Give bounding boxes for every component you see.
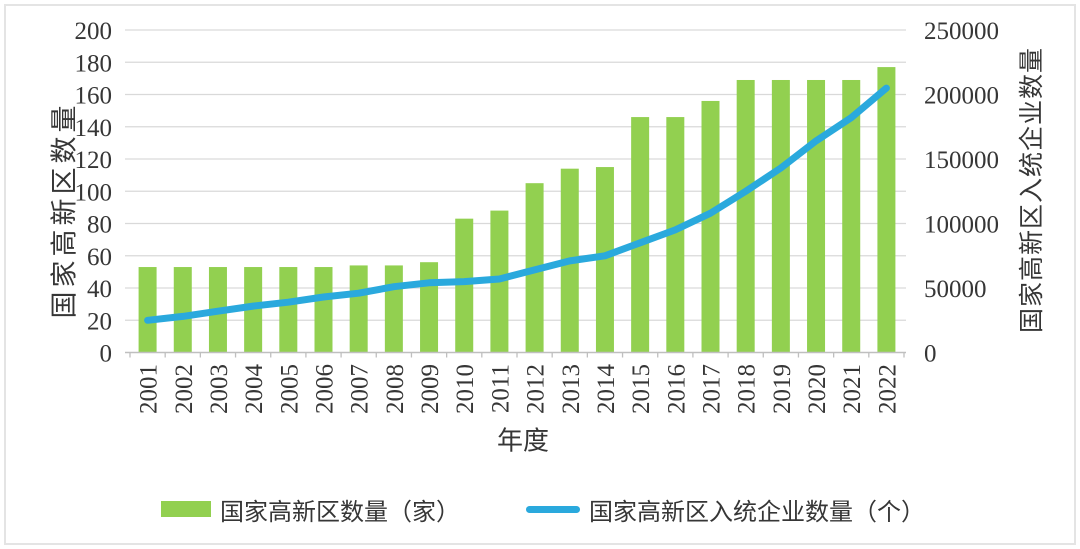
right-axis-title: 国家高新区入统企业数量 bbox=[1019, 46, 1046, 334]
bar-2020 bbox=[807, 79, 826, 353]
x-axis-tick-label-2005: 2005 bbox=[276, 364, 303, 414]
legend-label-bar-series: 国家高新区数量（家） bbox=[220, 499, 460, 526]
left-axis-tick-label: 60 bbox=[87, 244, 112, 271]
right-axis-tick-label: 0 bbox=[924, 341, 937, 368]
legend: 国家高新区数量（家） 国家高新区入统企业数量（个） bbox=[161, 491, 925, 527]
legend-label-line-series: 国家高新区入统企业数量（个） bbox=[589, 499, 925, 526]
right-axis-tick-label: 200000 bbox=[924, 83, 999, 110]
x-axis-tick-label-2022: 2022 bbox=[874, 364, 901, 414]
bar-2014 bbox=[595, 167, 614, 353]
x-axis-tick-label-2010: 2010 bbox=[452, 364, 479, 414]
left-axis-tick-label: 160 bbox=[75, 83, 113, 110]
bar-2010 bbox=[455, 218, 474, 353]
bar-2002 bbox=[173, 267, 192, 353]
left-axis-tick-label: 100 bbox=[75, 179, 113, 206]
bar-2005 bbox=[279, 267, 298, 353]
bar-2004 bbox=[244, 267, 263, 353]
bar-2015 bbox=[631, 117, 650, 353]
x-axis-tick-label-2004: 2004 bbox=[241, 364, 268, 415]
left-axis-tick-label: 120 bbox=[75, 147, 113, 174]
bar-series-swatch bbox=[161, 501, 211, 517]
right-axis-tick-label: 100000 bbox=[924, 212, 999, 239]
x-axis-tick-label-2011: 2011 bbox=[487, 364, 514, 413]
x-axis-tick-label-2015: 2015 bbox=[628, 364, 655, 414]
x-axis-tick-label-2007: 2007 bbox=[347, 364, 374, 414]
x-axis-tick-label-2002: 2002 bbox=[171, 364, 198, 414]
x-axis-tick-label-2017: 2017 bbox=[699, 364, 726, 414]
x-axis-tick-label-2003: 2003 bbox=[206, 364, 233, 414]
bar-2006 bbox=[314, 267, 333, 353]
left-axis-tick-label: 0 bbox=[100, 341, 113, 368]
x-axis-tick-label-2013: 2013 bbox=[558, 364, 585, 414]
left-axis-title: 国家高新区数量 bbox=[49, 101, 80, 319]
bar-2017 bbox=[701, 100, 720, 353]
bar-2007 bbox=[349, 265, 368, 353]
x-axis-tick-label-2009: 2009 bbox=[417, 364, 444, 414]
x-axis-title: 年度 bbox=[496, 426, 550, 456]
bar-2021 bbox=[842, 79, 861, 353]
left-axis-tick-label: 180 bbox=[75, 50, 113, 77]
line-series-swatch bbox=[526, 505, 580, 513]
x-axis-tick-label-2016: 2016 bbox=[663, 364, 690, 414]
left-axis-tick-label: 140 bbox=[75, 115, 113, 142]
bar-2019 bbox=[771, 79, 790, 353]
x-axis-tick-label-2014: 2014 bbox=[593, 364, 620, 415]
enterprise-count-line bbox=[144, 84, 890, 324]
x-axis-tick-label-2001: 2001 bbox=[136, 364, 163, 414]
x-axis-tick-label-2006: 2006 bbox=[312, 364, 339, 414]
x-axis-tick-label-2008: 2008 bbox=[382, 364, 409, 414]
x-axis-tick-label-2018: 2018 bbox=[734, 364, 761, 414]
x-axis-tick-label-2020: 2020 bbox=[804, 364, 831, 414]
left-axis-tick-label: 20 bbox=[87, 308, 112, 335]
bar-2022 bbox=[877, 67, 896, 353]
x-axis-tick-label-2019: 2019 bbox=[769, 364, 796, 414]
bar-2018 bbox=[736, 79, 755, 353]
left-axis-tick-label: 200 bbox=[75, 18, 113, 45]
bar-2009 bbox=[420, 262, 439, 353]
bar-2008 bbox=[384, 265, 403, 353]
x-axis-tick-label-2021: 2021 bbox=[839, 364, 866, 414]
x-axis-tick-label-2012: 2012 bbox=[523, 364, 550, 414]
right-axis-tick-label: 50000 bbox=[924, 276, 987, 303]
bar-2001 bbox=[138, 267, 157, 353]
right-axis-tick-label: 150000 bbox=[924, 147, 999, 174]
left-axis-tick-label: 80 bbox=[87, 212, 112, 239]
bar-2016 bbox=[666, 117, 685, 353]
right-axis-tick-label: 250000 bbox=[924, 18, 999, 45]
left-axis-tick-label: 40 bbox=[87, 276, 112, 303]
